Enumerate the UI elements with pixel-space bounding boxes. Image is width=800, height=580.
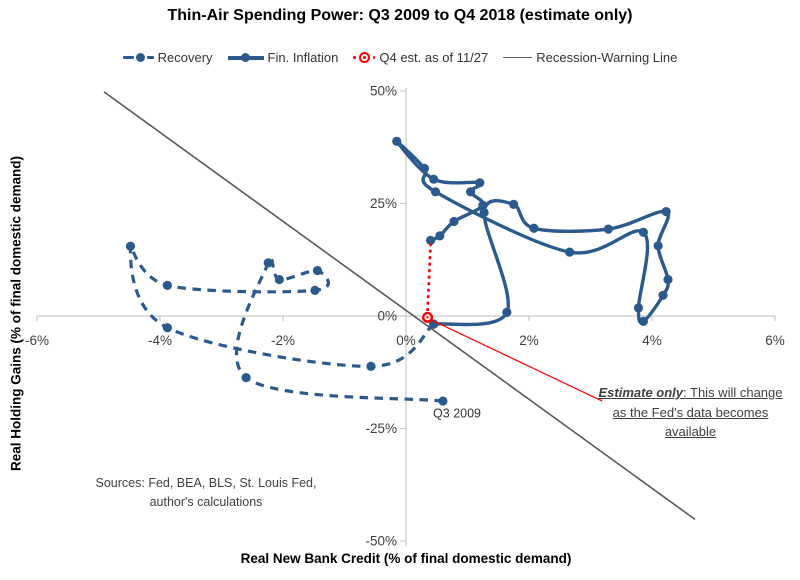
data-point-marker: [263, 258, 273, 268]
sources-note: Sources: Fed, BEA, BLS, St. Louis Fed, a…: [60, 474, 352, 513]
data-point-marker: [658, 290, 668, 300]
data-point-marker: [663, 274, 673, 285]
data-point-marker: [162, 323, 172, 333]
legend-item-recession-line: Recession-Warning Line: [503, 50, 677, 65]
recovery-dashed-line-icon: [122, 53, 154, 62]
legend-label-recession-line: Recession-Warning Line: [536, 50, 678, 65]
data-point-marker: [465, 187, 476, 197]
x-tick-label: 2%: [519, 333, 539, 348]
data-point-marker: [509, 199, 519, 209]
data-point-marker: [564, 247, 575, 257]
series-markers: [125, 136, 673, 406]
data-point-marker: [502, 307, 512, 317]
x-tick-label: -4%: [148, 333, 172, 348]
x-tick-label: 0%: [396, 333, 416, 348]
x-tick-label: 6%: [765, 333, 785, 348]
data-point-marker: [274, 274, 284, 285]
x-tick-label: 4%: [642, 333, 662, 348]
recovery-series-line: [128, 243, 444, 403]
sources-line1: Sources: Fed, BEA, BLS, St. Louis Fed,: [95, 476, 317, 490]
legend: Recovery Fin. Inflation Q4 est. as of 11…: [0, 50, 800, 65]
y-tick-label: 0%: [377, 309, 397, 324]
estimate-annotation: Estimate only: This will change as the F…: [597, 383, 784, 442]
y-axis-title: Real Holding Gains (% of final domestic …: [8, 155, 24, 472]
data-point-marker: [475, 178, 485, 188]
solid-line-dot-icon: [227, 53, 264, 62]
estimate-annotation-emphasis: Estimate only: [598, 385, 684, 400]
data-point-marker: [653, 241, 663, 251]
data-point-marker: [478, 200, 488, 210]
data-point-marker: [241, 373, 251, 383]
data-point-marker: [603, 224, 613, 234]
data-point-marker: [638, 316, 648, 326]
axes: -6% -4% -2% 0% 2% 4% 6% 50% 25% 0% -25% -50%: [25, 84, 785, 549]
y-tick-label: -25%: [365, 421, 397, 436]
x-axis-title: Real New Bank Credit (% of final domesti…: [240, 551, 572, 566]
y-tick-label: 25%: [370, 196, 397, 211]
data-point-marker: [529, 223, 539, 233]
legend-item-recovery: Recovery: [122, 50, 213, 65]
data-point-marker: [661, 207, 671, 217]
data-point-marker: [310, 285, 320, 295]
data-point-marker: [438, 396, 448, 406]
q4-estimate-dotted-line: [426, 243, 433, 313]
data-point-marker: [392, 136, 402, 146]
legend-label-recovery: Recovery: [157, 50, 213, 65]
x-tick-label: -2%: [271, 333, 295, 348]
annotation-leader-line: [430, 319, 603, 402]
data-point-marker: [366, 361, 376, 371]
data-point-marker: [633, 303, 644, 313]
sources-line2: author's calculations: [149, 495, 263, 510]
data-point-marker: [125, 241, 136, 251]
legend-item-q4-estimate: Q4 est. as of 11/27: [353, 50, 488, 65]
legend-label-fin-inflation: Fin. Inflation: [267, 50, 339, 65]
legend-item-fin-inflation: Fin. Inflation: [227, 50, 339, 65]
data-point-marker: [419, 163, 430, 173]
x-tick-label: -6%: [25, 333, 49, 348]
data-point-marker: [430, 187, 441, 197]
data-point-marker: [312, 265, 323, 276]
estimate-annotation-rest: : This will change as the Fed's data bec…: [612, 385, 783, 439]
data-point-marker: [426, 235, 436, 245]
data-point-marker: [449, 216, 459, 227]
data-point-marker: [435, 231, 445, 241]
data-point-marker: [638, 227, 648, 237]
gray-line-icon: [503, 56, 533, 59]
data-point-marker: [479, 207, 489, 218]
recession-warning-line: [103, 91, 696, 521]
data-point-marker: [162, 280, 172, 290]
legend-label-q4-estimate: Q4 est. as of 11/27: [379, 50, 489, 65]
q3-2009-label: Q3 2009: [433, 406, 481, 420]
chart-title: Thin-Air Spending Power: Q3 2009 to Q4 2…: [167, 7, 633, 24]
y-tick-label: 50%: [370, 84, 397, 99]
data-point-marker: [429, 174, 439, 184]
red-dotted-circle-icon: [353, 52, 376, 63]
y-tick-label: -50%: [365, 534, 397, 549]
q4-estimate-marker-core: [426, 316, 429, 319]
